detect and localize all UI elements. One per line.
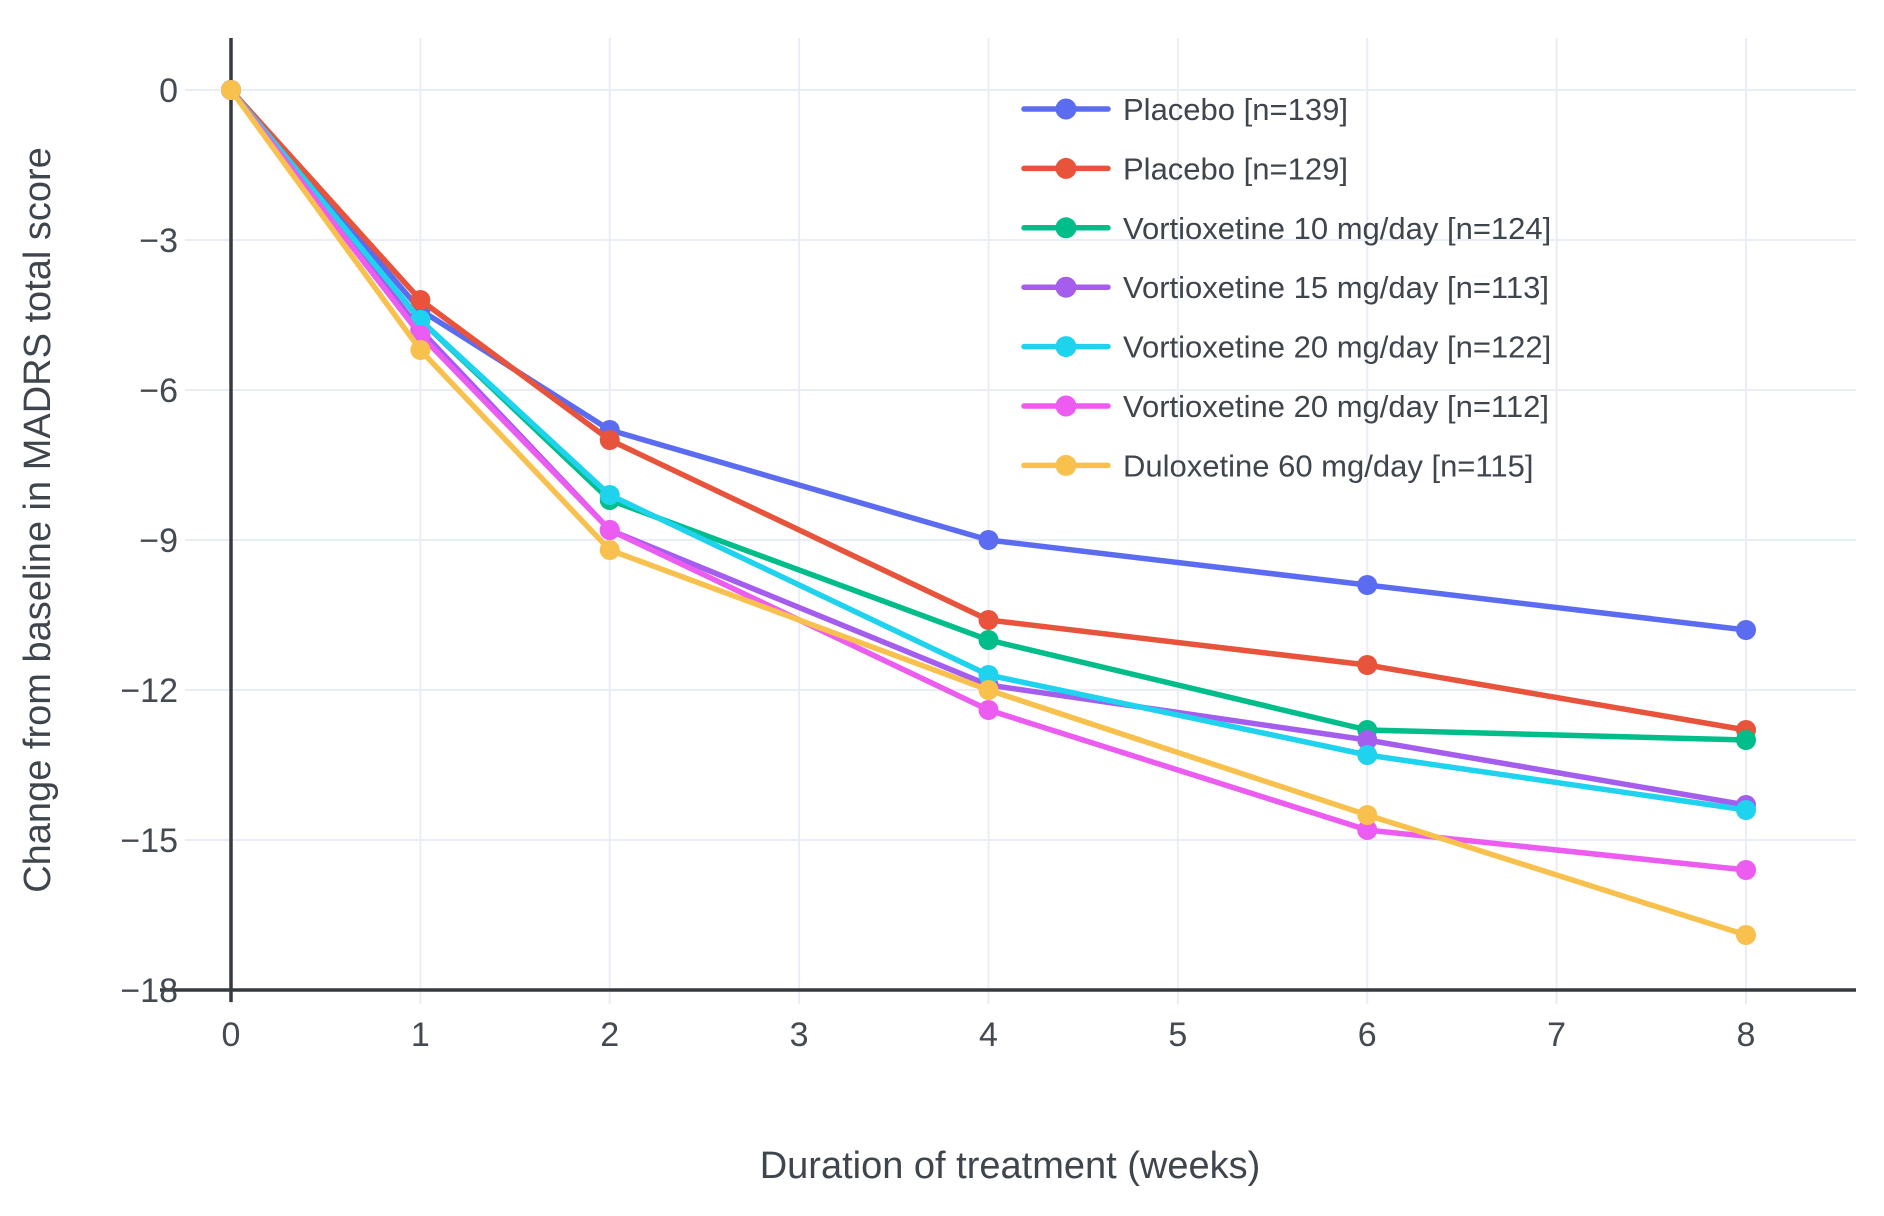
series-6 <box>221 80 1756 945</box>
legend-marker-icon <box>1055 157 1077 179</box>
x-tick-labels: 0 1 2 3 4 5 6 7 8 <box>222 1016 1756 1054</box>
legend-item[interactable]: Vortioxetine 20 mg/day [n=112] <box>1021 389 1549 424</box>
legend-marker-icon <box>1055 454 1077 476</box>
axes <box>160 38 1856 1002</box>
data-point <box>599 430 620 450</box>
y-tick-label: −15 <box>120 822 178 860</box>
legend-marker-icon <box>1055 276 1077 298</box>
y-tick-label: −12 <box>120 672 178 710</box>
data-point <box>410 340 431 360</box>
x-tick-label: 7 <box>1547 1016 1566 1054</box>
x-tick-label: 3 <box>790 1016 809 1054</box>
x-tick-label: 5 <box>1168 1016 1187 1054</box>
data-point <box>221 80 241 100</box>
data-point <box>978 610 999 630</box>
series-line <box>228 87 1749 733</box>
legend-item[interactable]: Duloxetine 60 mg/day [n=115] <box>1021 448 1533 483</box>
series-line <box>228 87 1749 633</box>
legend-marker-icon <box>1055 395 1077 417</box>
legend-label: Vortioxetine 20 mg/day [n=112] <box>1123 389 1549 424</box>
data-point <box>1736 860 1756 880</box>
x-tick-label: 2 <box>600 1016 619 1054</box>
data-point <box>978 630 999 650</box>
data-point <box>978 700 999 720</box>
legend-item[interactable]: Placebo [n=129] <box>1021 151 1348 186</box>
data-point <box>978 530 999 550</box>
x-tick-label: 6 <box>1358 1016 1377 1054</box>
legend-item[interactable]: Vortioxetine 10 mg/day [n=124] <box>1021 211 1551 246</box>
legend: Placebo [n=139] Placebo [n=129] Vortioxeti… <box>1021 92 1551 483</box>
gridlines <box>185 38 1856 1004</box>
x-tick-label: 0 <box>222 1016 241 1054</box>
y-tick-label: −18 <box>120 972 178 1010</box>
data-point <box>1736 925 1756 945</box>
data-point <box>978 665 999 685</box>
data-point <box>410 290 431 310</box>
y-axis-title: Change from baseline in MADRS total scor… <box>17 147 59 893</box>
x-axis-title: Duration of treatment (weeks) <box>760 1145 1261 1187</box>
legend-marker-icon <box>1055 336 1077 358</box>
data-point <box>1736 800 1756 820</box>
legend-marker-icon <box>1055 217 1077 239</box>
data-point <box>1736 620 1756 640</box>
y-tick-label: 0 <box>159 72 178 110</box>
legend-label: Placebo [n=139] <box>1123 92 1348 127</box>
legend-marker-icon <box>1055 98 1077 120</box>
data-point <box>1357 745 1378 765</box>
series-line <box>228 87 1749 938</box>
x-tick-label: 8 <box>1737 1016 1756 1054</box>
data-point <box>1357 820 1378 840</box>
x-tick-label: 1 <box>411 1016 430 1054</box>
legend-label: Vortioxetine 10 mg/day [n=124] <box>1123 211 1551 246</box>
y-tick-label: −9 <box>139 522 178 560</box>
y-tick-label: −3 <box>139 222 178 260</box>
data-point <box>1357 730 1378 750</box>
data-point <box>599 520 620 540</box>
data-series <box>221 80 1756 945</box>
legend-label: Placebo [n=129] <box>1123 151 1348 186</box>
legend-label: Duloxetine 60 mg/day [n=115] <box>1123 448 1533 483</box>
data-point <box>599 485 620 505</box>
series-line <box>228 87 1749 813</box>
legend-item[interactable]: Vortioxetine 15 mg/day [n=113] <box>1021 270 1549 305</box>
data-point <box>978 680 999 700</box>
x-tick-label: 4 <box>979 1016 998 1054</box>
legend-item[interactable]: Placebo [n=139] <box>1021 92 1348 127</box>
data-point <box>1736 730 1756 750</box>
y-tick-label: −6 <box>139 372 178 410</box>
data-point <box>599 540 620 560</box>
y-tick-labels: 0 −3 −6 −9 −12 −15 −18 <box>120 72 178 1010</box>
legend-label: Vortioxetine 20 mg/day [n=122] <box>1123 330 1551 365</box>
legend-item[interactable]: Vortioxetine 20 mg/day [n=122] <box>1021 330 1551 365</box>
data-point <box>1357 575 1378 595</box>
legend-label: Vortioxetine 15 mg/day [n=113] <box>1123 270 1549 305</box>
data-point <box>1357 655 1378 675</box>
data-point <box>1357 805 1378 825</box>
